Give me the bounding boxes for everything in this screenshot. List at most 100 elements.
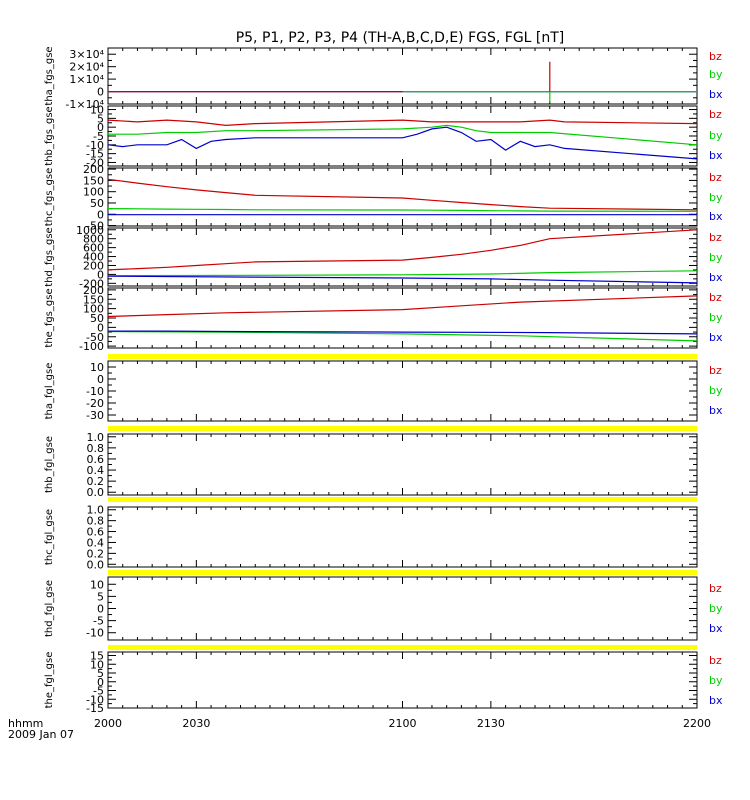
y-tick-label: 0.4 (87, 464, 105, 477)
series-line-bz (108, 295, 697, 318)
y-axis-label: thc_fgl_gse (44, 509, 55, 565)
y-axis-label: thb_fgs_gse (44, 106, 55, 165)
series-group (108, 119, 697, 160)
y-tick-label: 1.0 (87, 504, 105, 517)
y-tick-label: 2×10⁴ (69, 61, 104, 74)
series-line-bx (108, 275, 697, 284)
legend-by: by (709, 68, 723, 81)
y-tick-label: -10 (86, 693, 104, 706)
y-tick-label: -30 (86, 409, 104, 422)
legend-bx: bx (709, 210, 723, 223)
legend-by: by (709, 251, 723, 264)
panel-frame (107, 433, 698, 496)
legend-bz: bz (709, 108, 722, 121)
y-tick-label: -1×10⁴ (65, 98, 104, 111)
series-group (108, 229, 697, 284)
y-tick-label: 3×10⁴ (69, 48, 104, 61)
y-tick-label: 10 (90, 578, 104, 591)
panel: 0.00.20.40.60.81.0 thc_fgl_gse (44, 504, 698, 571)
panel-frame (107, 506, 698, 568)
legend-bx: bx (709, 88, 723, 101)
series-line-by (108, 124, 697, 146)
y-tick-label: 50 (90, 312, 104, 325)
y-tick-label: 0.0 (87, 558, 105, 571)
y-tick-label: 15 (90, 650, 104, 663)
panel-frame (107, 47, 698, 105)
y-tick-label: -50 (86, 220, 104, 233)
y-tick-label: 50 (90, 197, 104, 210)
series-group (108, 295, 697, 342)
y-tick-label: 150 (83, 293, 104, 306)
y-tick-label: 200 (83, 163, 104, 176)
series-group (108, 61, 697, 103)
legend-by: by (709, 602, 723, 615)
y-tick-label: 0.4 (87, 536, 105, 549)
y-tick-label: 0 (97, 208, 104, 221)
y-tick-label: 1000 (76, 224, 104, 237)
y-axis-label: thd_fgs_gse (44, 227, 55, 286)
y-tick-label: -5 (93, 130, 104, 143)
legend-bz: bz (709, 291, 722, 304)
y-tick-label: 200 (83, 284, 104, 297)
separator-bar (108, 426, 697, 431)
y-tick-label: 5 (97, 667, 104, 680)
y-axis-label: thb_fgl_gse (44, 436, 55, 493)
legend-by: by (709, 674, 723, 687)
panel-frame (107, 287, 698, 349)
series-line-bz (108, 178, 697, 211)
y-tick-label: -100 (79, 340, 104, 353)
y-tick-label: 5 (97, 590, 104, 603)
y-axis-label: thc_fgs_gse (44, 168, 55, 227)
series-line-bx (108, 126, 697, 160)
chart-title: P5, P1, P2, P3, P4 (TH-A,B,C,D,E) FGS, F… (236, 30, 565, 46)
panel-frame (107, 105, 698, 167)
time-label: hhmm (8, 717, 43, 730)
legend-bz: bz (709, 171, 722, 184)
legend-bx: bx (709, 271, 723, 284)
y-tick-label: 0.2 (87, 547, 105, 560)
y-tick-label: 100 (83, 186, 104, 199)
y-axis-label: thd_fgl_gse (44, 580, 55, 637)
y-tick-label: -5 (93, 615, 104, 628)
y-tick-label: 150 (83, 174, 104, 187)
y-axis-label: the_fgl_gse (44, 652, 55, 709)
panel-frame (107, 651, 698, 709)
legend-bx: bx (709, 331, 723, 344)
panel: 0.00.20.40.60.81.0 thb_fgl_gse (44, 431, 698, 499)
legend-by: by (709, 191, 723, 204)
y-tick-label: -10 (86, 385, 104, 398)
series-line-bz (108, 229, 697, 271)
x-tick-label: 2130 (477, 717, 505, 730)
y-tick-label: -20 (86, 397, 104, 410)
series-line-bz (108, 119, 697, 127)
separator-bar (108, 354, 697, 359)
series-line-by (108, 270, 697, 277)
y-axis-label: the_fgs_gse (44, 288, 55, 347)
y-tick-label: 1.0 (87, 431, 105, 444)
legend-bz: bz (709, 50, 722, 63)
y-tick-label: -10 (86, 139, 104, 152)
separator-bar (108, 497, 697, 502)
y-tick-label: -15 (86, 702, 104, 715)
y-tick-label: 0 (97, 321, 104, 334)
legend-bx: bx (709, 404, 723, 417)
y-tick-label: 0 (97, 676, 104, 689)
y-tick-label: 0 (97, 268, 104, 281)
y-tick-label: 100 (83, 303, 104, 316)
series-line-by (108, 208, 697, 212)
y-tick-label: -20 (86, 156, 104, 169)
legend-by: by (709, 129, 723, 142)
y-tick-label: 0.2 (87, 475, 105, 488)
separator-bar (108, 570, 697, 575)
x-tick-label: 2030 (182, 717, 210, 730)
y-tick-label: 1×10⁴ (69, 73, 104, 86)
y-tick-label: 10 (90, 658, 104, 671)
y-tick-label: 0.6 (87, 526, 105, 539)
